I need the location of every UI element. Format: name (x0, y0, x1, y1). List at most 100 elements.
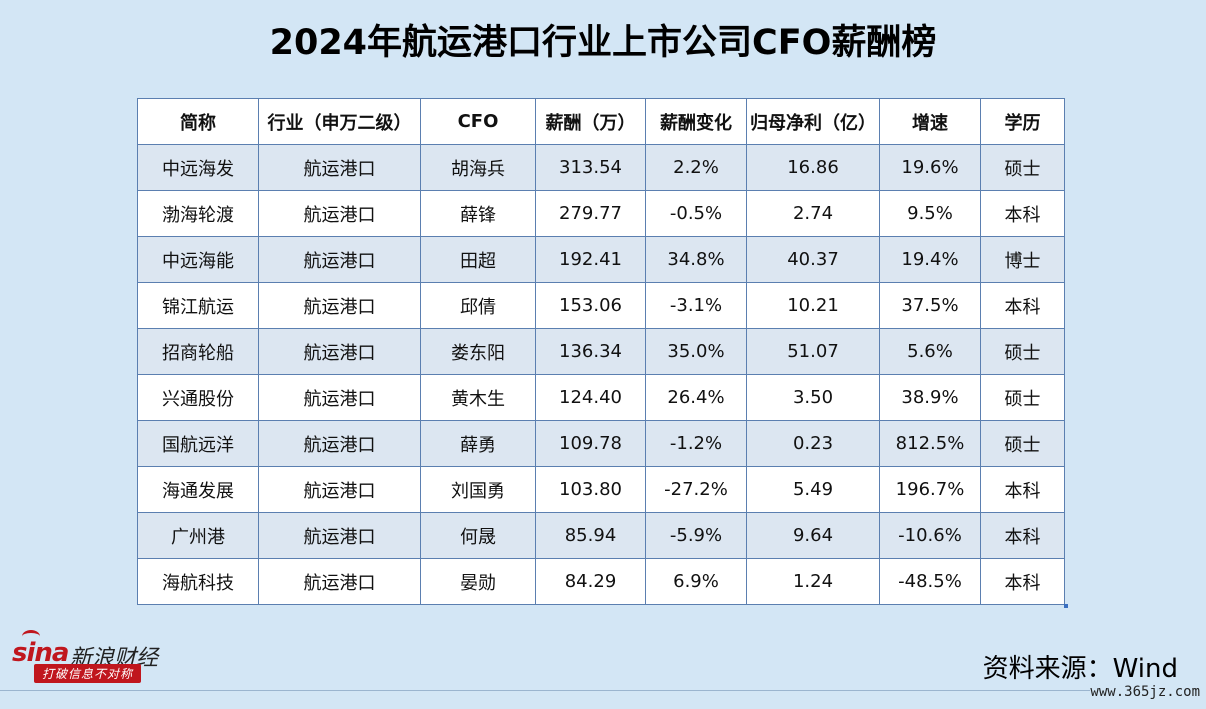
table-cell: 本科 (980, 466, 1065, 513)
table-cell: 兴通股份 (137, 374, 259, 421)
table-cell: -1.2% (645, 420, 747, 467)
table-cell: 84.29 (535, 558, 646, 605)
table-cell: 35.0% (645, 328, 747, 375)
table-cell: 薛勇 (420, 420, 536, 467)
table-cell: 2.74 (746, 190, 880, 237)
table-row: 中远海能 航运港口 田超 192.41 34.8% 40.37 19.4% 博士 (137, 236, 1065, 283)
table-cell: 313.54 (535, 144, 646, 191)
table-cell: 10.21 (746, 282, 880, 329)
header-cell: 学历 (980, 98, 1065, 145)
table-cell: 1.24 (746, 558, 880, 605)
source-note: 资料来源：Wind (982, 654, 1178, 684)
divider (0, 690, 1090, 691)
table-cell: 37.5% (879, 282, 981, 329)
table-cell: 航运港口 (258, 466, 421, 513)
table-cell: -5.9% (645, 512, 747, 559)
table-row: 海通发展 航运港口 刘国勇 103.80 -27.2% 5.49 196.7% 本科 (137, 466, 1065, 513)
table-header-row: 简称 行业（申万二级） CFO 薪酬（万） 薪酬变化 归母净利（亿） 增速 学历 (137, 98, 1065, 145)
table-cell: 153.06 (535, 282, 646, 329)
page-title: 2024年航运港口行业上市公司CFO薪酬榜 (269, 23, 937, 63)
table-cell: 9.64 (746, 512, 880, 559)
salary-table-container: 简称 行业（申万二级） CFO 薪酬（万） 薪酬变化 归母净利（亿） 增速 学历… (137, 98, 1068, 608)
table-cell: 16.86 (746, 144, 880, 191)
table-cell: 19.6% (879, 144, 981, 191)
table-cell: 薛锋 (420, 190, 536, 237)
table-cell: 渤海轮渡 (137, 190, 259, 237)
table-cell: -0.5% (645, 190, 747, 237)
table-cell: 航运港口 (258, 420, 421, 467)
header-cell: 薪酬（万） (535, 98, 646, 145)
table-cell: 海航科技 (137, 558, 259, 605)
table-cell: 本科 (980, 558, 1065, 605)
table-resize-handle (1064, 604, 1068, 608)
table-cell: -10.6% (879, 512, 981, 559)
table-cell: 中远海能 (137, 236, 259, 283)
header-cell: 行业（申万二级） (258, 98, 421, 145)
table-row: 海航科技 航运港口 晏勋 84.29 6.9% 1.24 -48.5% 本科 (137, 558, 1065, 605)
header-cell: 归母净利（亿） (746, 98, 880, 145)
table-cell: 5.6% (879, 328, 981, 375)
table-cell: 胡海兵 (420, 144, 536, 191)
table-cell: 娄东阳 (420, 328, 536, 375)
table-cell: 6.9% (645, 558, 747, 605)
table-cell: 硕士 (980, 144, 1065, 191)
table-cell: 51.07 (746, 328, 880, 375)
table-cell: 航运港口 (258, 144, 421, 191)
table-cell: 晏勋 (420, 558, 536, 605)
table-cell: 3.50 (746, 374, 880, 421)
table-cell: 航运港口 (258, 558, 421, 605)
table-cell: 航运港口 (258, 328, 421, 375)
sina-eye-icon (22, 630, 40, 643)
table-cell: 锦江航运 (137, 282, 259, 329)
table-cell: 40.37 (746, 236, 880, 283)
table-cell: 本科 (980, 282, 1065, 329)
table-cell: 何晟 (420, 512, 536, 559)
table-cell: 279.77 (535, 190, 646, 237)
table-cell: 19.4% (879, 236, 981, 283)
sina-finance-logo: sina 新浪财经 打破信息不对称 (8, 628, 178, 684)
table-cell: 田超 (420, 236, 536, 283)
table-cell: -3.1% (645, 282, 747, 329)
table-cell: 海通发展 (137, 466, 259, 513)
table-cell: 26.4% (645, 374, 747, 421)
table-cell: 2.2% (645, 144, 747, 191)
table-cell: 航运港口 (258, 282, 421, 329)
table-cell: -48.5% (879, 558, 981, 605)
header-cell: 简称 (137, 98, 259, 145)
table-cell: 196.7% (879, 466, 981, 513)
table-row: 招商轮船 航运港口 娄东阳 136.34 35.0% 51.07 5.6% 硕士 (137, 328, 1065, 375)
table-cell: 邱倩 (420, 282, 536, 329)
logo-brand: sina (12, 638, 69, 668)
table-cell: 本科 (980, 512, 1065, 559)
table-cell: 85.94 (535, 512, 646, 559)
table-cell: 192.41 (535, 236, 646, 283)
table-cell: 812.5% (879, 420, 981, 467)
table-cell: 国航远洋 (137, 420, 259, 467)
salary-table: 简称 行业（申万二级） CFO 薪酬（万） 薪酬变化 归母净利（亿） 增速 学历… (137, 98, 1065, 605)
table-cell: 中远海发 (137, 144, 259, 191)
table-cell: 硕士 (980, 420, 1065, 467)
table-cell: 航运港口 (258, 374, 421, 421)
table-cell: 109.78 (535, 420, 646, 467)
table-cell: 广州港 (137, 512, 259, 559)
table-row: 中远海发 航运港口 胡海兵 313.54 2.2% 16.86 19.6% 硕士 (137, 144, 1065, 191)
watermark: www.365jz.com (1090, 684, 1200, 700)
table-row: 锦江航运 航运港口 邱倩 153.06 -3.1% 10.21 37.5% 本科 (137, 282, 1065, 329)
logo-slogan: 打破信息不对称 (34, 664, 142, 683)
table-cell: 0.23 (746, 420, 880, 467)
table-cell: -27.2% (645, 466, 747, 513)
table-cell: 34.8% (645, 236, 747, 283)
table-cell: 招商轮船 (137, 328, 259, 375)
table-cell: 航运港口 (258, 236, 421, 283)
table-cell: 124.40 (535, 374, 646, 421)
table-cell: 航运港口 (258, 190, 421, 237)
table-cell: 硕士 (980, 374, 1065, 421)
table-cell: 黄木生 (420, 374, 536, 421)
header-cell: 薪酬变化 (645, 98, 747, 145)
table-row: 国航远洋 航运港口 薛勇 109.78 -1.2% 0.23 812.5% 硕士 (137, 420, 1065, 467)
table-cell: 本科 (980, 190, 1065, 237)
table-cell: 103.80 (535, 466, 646, 513)
table-cell: 9.5% (879, 190, 981, 237)
header-cell: 增速 (879, 98, 981, 145)
table-cell: 博士 (980, 236, 1065, 283)
